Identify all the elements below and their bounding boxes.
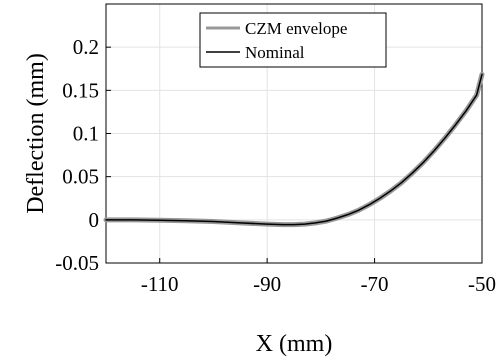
y-tick-label: 0 xyxy=(89,208,100,232)
series-line-nominal xyxy=(105,73,483,226)
x-tick-label: -90 xyxy=(253,272,281,296)
x-tick-label: -110 xyxy=(141,272,179,296)
y-tick-label: -0.05 xyxy=(55,251,99,275)
y-tick-label: 0.2 xyxy=(73,35,99,59)
legend: CZM envelope Nominal xyxy=(199,12,387,68)
y-tick-label: 0.15 xyxy=(62,78,99,102)
y-axis-title: Deflection (mm) xyxy=(23,53,49,214)
series-line-czm-envelope xyxy=(103,71,485,228)
legend-box xyxy=(199,12,387,68)
x-tick-label: -70 xyxy=(361,272,389,296)
legend-label-czm-envelope: CZM envelope xyxy=(245,19,347,38)
series-lines xyxy=(103,71,485,228)
legend-label-nominal: Nominal xyxy=(245,43,305,62)
axis-ticks: -110 -90 -70 -50 -0.05 0 0.05 0.1 0.15 0.2 xyxy=(55,35,496,296)
y-tick-label: 0.05 xyxy=(62,165,99,189)
x-axis-title: X (mm) xyxy=(256,331,333,357)
x-tick-label: -50 xyxy=(468,272,496,296)
y-tick-label: 0.1 xyxy=(73,122,99,146)
